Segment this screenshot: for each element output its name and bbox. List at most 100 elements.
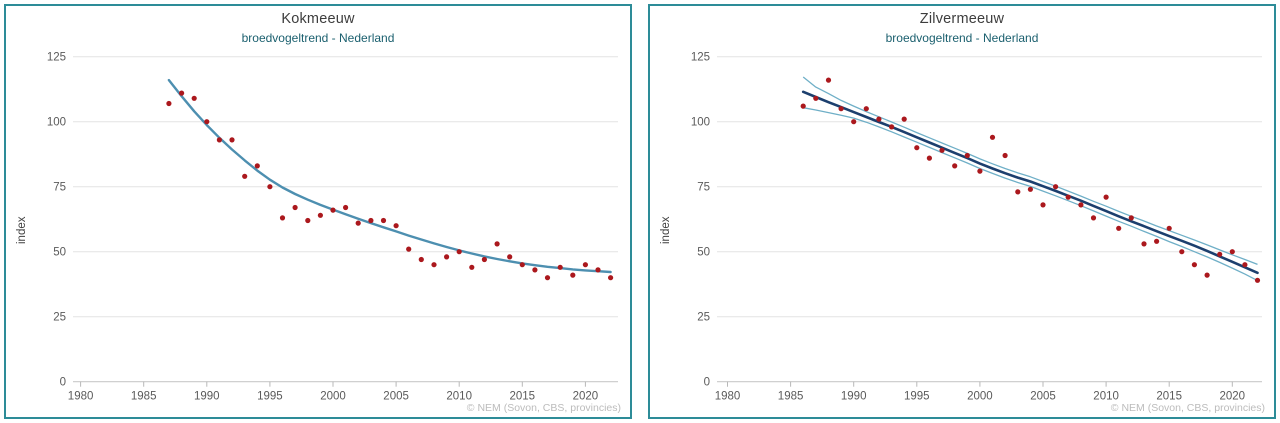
x-tick-label-2010: 2010 <box>446 391 472 403</box>
data-point-2006 <box>406 246 412 252</box>
data-point-2001 <box>343 204 349 211</box>
data-point-1996 <box>926 155 932 161</box>
data-point-2017 <box>1191 262 1197 268</box>
data-point-2009 <box>1090 215 1097 221</box>
data-point-1994 <box>901 116 907 122</box>
data-point-2015 <box>519 262 525 268</box>
attribution-text: © NEM (Sovon, CBS, provincies) <box>466 402 621 414</box>
data-point-1990 <box>204 119 210 125</box>
x-tick-label-1995: 1995 <box>904 391 930 403</box>
gridlines <box>717 56 1262 318</box>
plot-area: 1980 1985 1990 1995 2000 2005 2010 2015 2020 0 25 5… <box>47 52 618 403</box>
data-point-2013 <box>1141 241 1147 247</box>
data-point-2021 <box>1242 262 1248 268</box>
chart-subtitle: broedvogeltrend - Nederland <box>241 31 395 45</box>
data-point-1987 <box>813 95 819 101</box>
data-point-1992 <box>229 137 235 143</box>
y-axis-labels: 0 25 50 75 100 125 <box>47 52 66 389</box>
data-point-2019 <box>570 272 576 278</box>
data-point-1993 <box>242 173 248 179</box>
chart-title: Kokmeeuw <box>281 11 355 27</box>
confidence-lower-line <box>803 107 1258 282</box>
data-point-2013 <box>494 241 500 247</box>
trend-line <box>167 78 612 274</box>
data-point-1999 <box>317 212 323 218</box>
trend-line <box>801 90 1259 275</box>
x-tick-label-1980: 1980 <box>715 391 741 403</box>
x-tick-label-2005: 2005 <box>1030 391 1056 403</box>
data-point-1993 <box>889 124 895 130</box>
data-point-2011 <box>1116 225 1122 231</box>
data-point-2002 <box>1002 152 1008 159</box>
chart-title: Zilvermeeuw <box>919 11 1005 27</box>
data-point-2012 <box>1128 215 1134 221</box>
data-point-1997 <box>939 147 945 153</box>
data-point-2020 <box>582 262 589 268</box>
y-axis-title: index <box>16 216 28 245</box>
data-point-2021 <box>595 267 601 273</box>
data-point-1998 <box>305 217 311 224</box>
y-tick-label-50: 50 <box>53 247 66 259</box>
plot-area: 1980 1985 1990 1995 2000 2005 2010 2015 2020 0 25 5… <box>691 52 1262 403</box>
data-point-2000 <box>330 207 336 213</box>
data-point-2002 <box>355 220 361 226</box>
y-tick-label-125: 125 <box>691 52 710 64</box>
data-point-2011 <box>469 264 475 270</box>
data-point-2003 <box>368 217 374 224</box>
data-point-2018 <box>557 264 563 270</box>
data-point-2001 <box>989 134 996 140</box>
y-axis-labels: 0 25 50 75 100 125 <box>691 52 710 389</box>
x-tick-label-2000: 2000 <box>320 391 346 403</box>
y-tick-label-0: 0 <box>60 377 66 389</box>
data-point-1989 <box>191 95 197 101</box>
confidence-upper-line <box>802 76 1258 266</box>
data-point-1990 <box>851 119 857 125</box>
y-tick-label-50: 50 <box>697 247 710 259</box>
data-point-2007 <box>418 256 424 263</box>
data-point-2017 <box>544 275 551 281</box>
data-point-2016 <box>532 267 538 273</box>
attribution-text: © NEM (Sovon, CBS, provincies) <box>1110 402 1265 414</box>
y-tick-label-100: 100 <box>691 117 710 129</box>
x-tick-label-2015: 2015 <box>510 391 536 403</box>
y-tick-label-125: 125 <box>47 52 66 64</box>
data-point-1989 <box>838 106 844 112</box>
data-point-2012 <box>481 256 487 263</box>
data-point-1987 <box>166 100 172 107</box>
data-point-1994 <box>254 163 260 169</box>
x-axis: 1980 1985 1990 1995 2000 2005 2010 2015 2020 <box>715 381 1262 403</box>
y-axis-title: index <box>660 216 672 245</box>
y-tick-label-0: 0 <box>704 377 710 389</box>
x-tick-label-1995: 1995 <box>257 391 283 403</box>
x-tick-label-1990: 1990 <box>194 391 220 403</box>
data-point-2016 <box>1179 249 1185 255</box>
data-point-2008 <box>431 262 437 268</box>
y-tick-label-25: 25 <box>53 312 66 324</box>
data-point-2005 <box>393 223 399 229</box>
data-point-2019 <box>1217 251 1223 257</box>
y-tick-label-75: 75 <box>697 182 710 194</box>
data-point-1991 <box>863 106 869 112</box>
data-point-2014 <box>1154 238 1160 244</box>
y-tick-label-25: 25 <box>697 312 710 324</box>
data-point-2020 <box>1229 249 1235 255</box>
data-point-1997 <box>292 204 298 211</box>
chart-subtitle: broedvogeltrend - Nederland <box>885 31 1039 45</box>
data-point-1995 <box>914 145 920 151</box>
data-point-1995 <box>267 184 273 190</box>
x-axis: 1980 1985 1990 1995 2000 2005 2010 2015 2020 <box>68 381 618 403</box>
data-point-2014 <box>507 254 513 260</box>
data-point-1999 <box>964 152 970 159</box>
data-point-2015 <box>1166 225 1172 231</box>
data-point-2022 <box>1254 277 1261 283</box>
x-tick-label-2005: 2005 <box>383 391 409 403</box>
data-point-2005 <box>1040 202 1046 208</box>
chart-panel-kokmeeuw: Kokmeeuw broedvogeltrend - Nederland 198… <box>4 4 632 419</box>
data-point-2006 <box>1053 184 1059 190</box>
data-point-2022 <box>608 275 614 281</box>
data-point-2004 <box>380 217 387 224</box>
data-point-1991 <box>216 137 222 143</box>
y-tick-label-75: 75 <box>53 182 66 194</box>
x-tick-label-2015: 2015 <box>1156 391 1182 403</box>
